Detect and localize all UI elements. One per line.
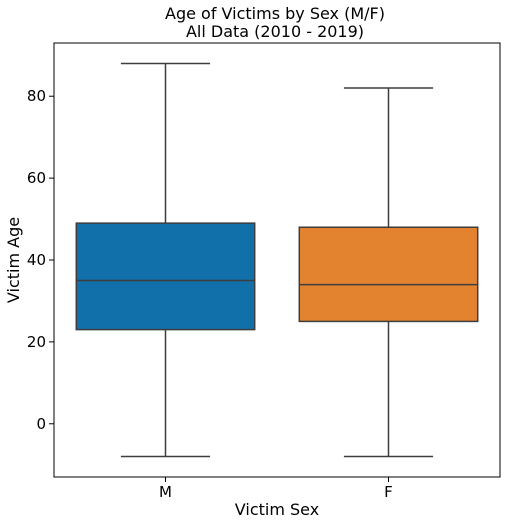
x-axis-label: Victim Sex (235, 500, 319, 519)
x-tick-label-f: F (384, 483, 393, 501)
box-f (298, 87, 479, 458)
box-iqr-m (75, 222, 256, 331)
boxes-layer (75, 62, 479, 458)
y-tick-label-60: 60 (27, 169, 46, 187)
chart-subtitle: All Data (2010 - 2019) (186, 22, 364, 41)
x-tick-label-m: M (159, 483, 172, 501)
box-iqr-f (298, 226, 479, 323)
y-tick-label-80: 80 (27, 87, 46, 105)
y-tick-label-0: 0 (36, 415, 46, 433)
y-axis-label: Victim Age (4, 217, 23, 303)
y-axis-ticks: 0 20 40 60 80 (27, 87, 54, 433)
y-tick-label-20: 20 (27, 333, 46, 351)
y-tick-label-40: 40 (27, 251, 46, 269)
chart-title: Age of Victims by Sex (M/F) (165, 4, 385, 23)
box-m (75, 62, 256, 458)
